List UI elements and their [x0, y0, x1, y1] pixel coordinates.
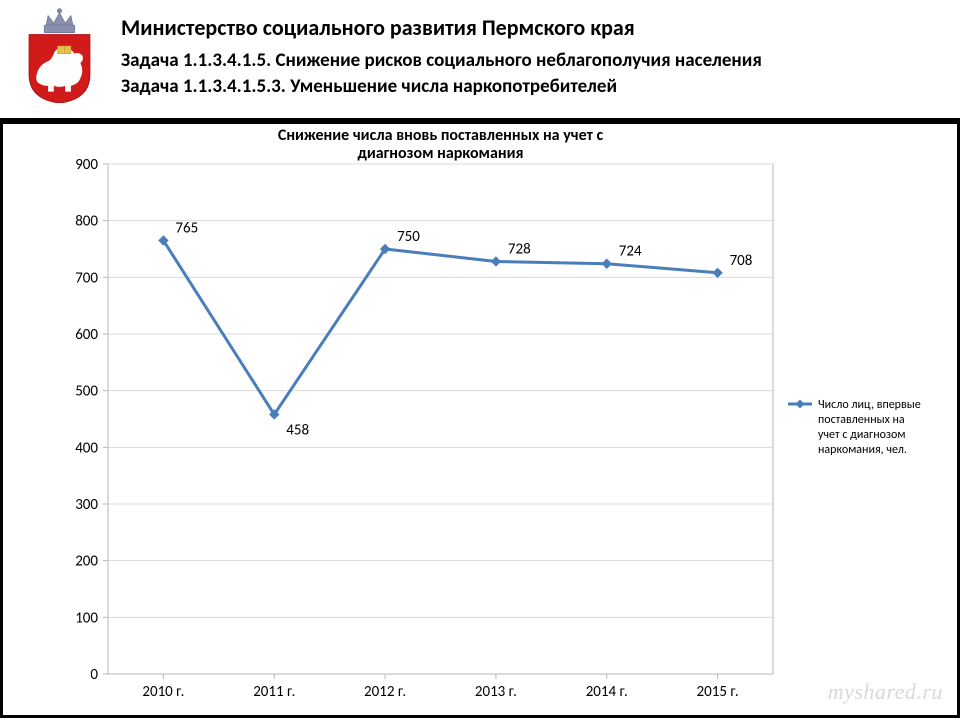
svg-text:200: 200: [75, 553, 98, 571]
svg-text:700: 700: [75, 269, 98, 287]
watermark: myshared.ru: [828, 679, 943, 705]
svg-text:300: 300: [75, 496, 98, 514]
svg-text:100: 100: [75, 609, 98, 627]
svg-text:765: 765: [175, 220, 198, 238]
svg-text:2013 г.: 2013 г.: [475, 683, 517, 701]
svg-text:458: 458: [286, 421, 309, 439]
svg-text:500: 500: [75, 383, 98, 401]
svg-text:2012 г.: 2012 г.: [364, 683, 406, 701]
line-chart: 0 100 200 300 400 500 600 700 800 900 2010 г. 2011 …: [3, 124, 957, 718]
svg-text:0: 0: [90, 666, 98, 684]
svg-text:наркомания, чел.: наркомания, чел.: [818, 443, 907, 457]
coat-of-arms: [12, 8, 107, 103]
task-line-1: Задача 1.1.3.4.1.5. Снижение рисков соци…: [121, 49, 948, 73]
svg-text:708: 708: [730, 252, 753, 270]
task-line-2: Задача 1.1.3.4.1.5.3. Уменьшение числа н…: [121, 75, 948, 99]
svg-text:724: 724: [619, 243, 642, 261]
svg-text:2015 г.: 2015 г.: [697, 683, 739, 701]
svg-text:поставленных на: поставленных на: [818, 413, 905, 427]
svg-text:400: 400: [75, 439, 98, 457]
svg-text:728: 728: [508, 240, 531, 258]
svg-text:800: 800: [75, 213, 98, 231]
svg-text:2014 г.: 2014 г.: [586, 683, 628, 701]
svg-text:750: 750: [397, 228, 420, 246]
svg-text:2011 г.: 2011 г.: [253, 683, 295, 701]
svg-text:2010 г.: 2010 г.: [142, 683, 184, 701]
svg-text:600: 600: [75, 326, 98, 344]
svg-text:900: 900: [75, 156, 98, 174]
svg-text:учет с диагнозом: учет с диагнозом: [818, 428, 905, 442]
svg-text:Снижение числа вновь поставлен: Снижение числа вновь поставленных на уче…: [278, 126, 604, 145]
svg-text:Число лиц, впервые: Число лиц, впервые: [818, 398, 921, 412]
ministry-title: Министерство социального развития Пермск…: [121, 14, 948, 41]
svg-text:диагнозом наркомания: диагнозом наркомания: [358, 144, 524, 163]
